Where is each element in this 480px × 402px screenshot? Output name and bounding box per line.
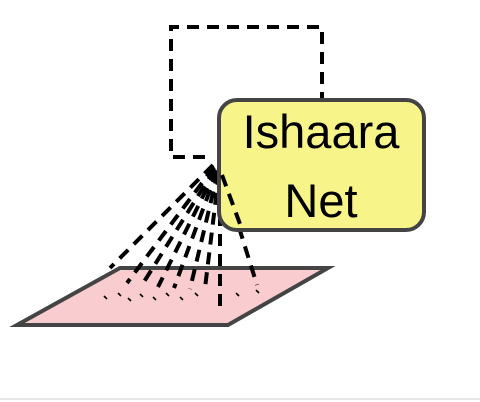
node-label-line1: Ishaara	[243, 105, 401, 158]
ground-plane	[17, 268, 328, 325]
ishaara-net-node: Ishaara Net	[219, 100, 424, 230]
node-label-line2: Net	[284, 174, 357, 227]
